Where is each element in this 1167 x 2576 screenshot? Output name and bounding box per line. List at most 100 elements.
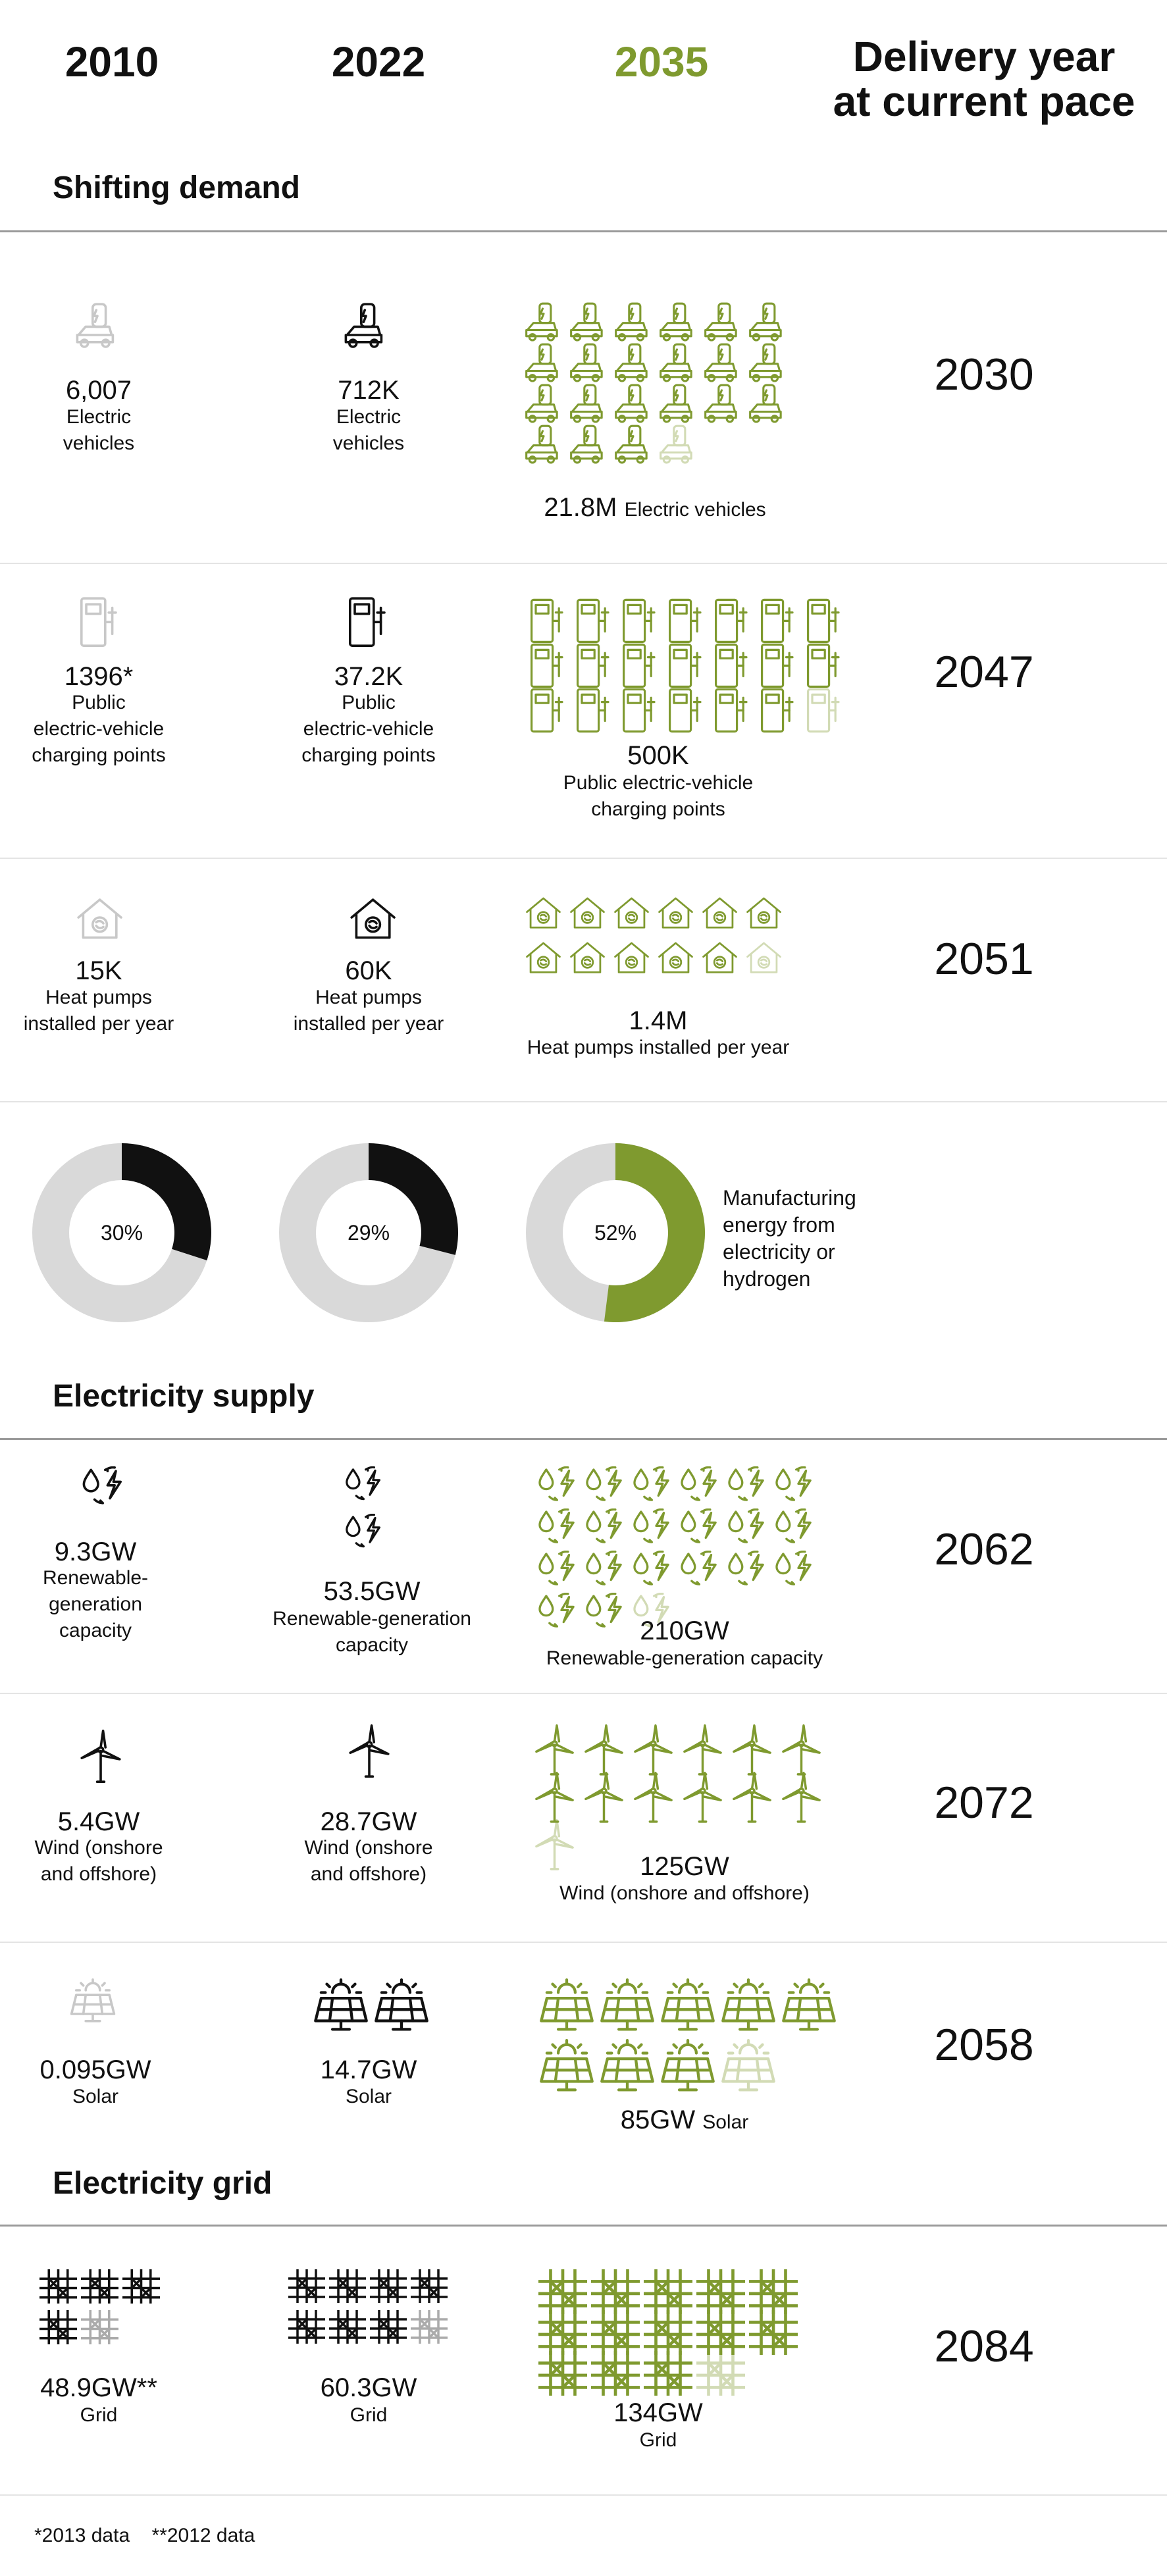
header-2010: 2010 — [65, 38, 159, 86]
wind-unit-icon — [729, 1772, 775, 1827]
ev-2010-label-l1: Electric — [66, 406, 132, 428]
solar-unit-icon — [660, 1978, 716, 2036]
charge-2022-label: Public electric-vehicle charging points — [270, 690, 467, 769]
charge-2035-label-l2: charging points — [591, 798, 725, 820]
house-unit-icon — [523, 939, 563, 978]
grid-unit-icon — [369, 2268, 408, 2306]
grid-unit-icon — [694, 2308, 747, 2358]
heat-2022-label: Heat pumps installed per year — [270, 985, 467, 1037]
grid-unit-icon — [287, 2268, 326, 2306]
charger-unit-icon — [756, 640, 798, 692]
manufacturing-label: Manufacturing energy from electricity or hy… — [723, 1185, 856, 1293]
grid-unit-icon — [589, 2267, 642, 2317]
renew-2010-value: 9.3GW — [54, 1537, 137, 1566]
header-delivery-line1: Delivery year — [852, 33, 1116, 80]
car-unit-icon — [702, 381, 743, 427]
renew-unit-icon — [773, 1550, 817, 1591]
heat-delivery-year: 2051 — [934, 934, 1034, 984]
solar-2010-label: Solar — [72, 2086, 119, 2107]
grid-unit-icon — [536, 2308, 589, 2358]
house-unit-icon — [700, 939, 740, 978]
grid-unit-icon — [409, 2268, 449, 2306]
renew-2022-label-l2: capacity — [335, 1634, 409, 1656]
row-divider — [0, 1101, 1167, 1102]
renew-unit-icon — [679, 1508, 722, 1549]
wind-2022-value: 28.7GW — [320, 1807, 417, 1836]
charge-delivery-year: 2047 — [934, 647, 1034, 697]
renew-unit-icon — [536, 1508, 580, 1549]
heat-2022-label-l1: Heat pumps — [315, 987, 422, 1008]
car-unit-icon — [568, 299, 609, 346]
header-2035: 2035 — [614, 38, 709, 86]
grid-unit-icon — [642, 2308, 694, 2358]
grid-unit-icon — [747, 2267, 800, 2317]
charge-2010-label-l2: electric-vehicle — [33, 718, 165, 740]
charger-unit-icon — [802, 596, 844, 648]
renew-unit-icon — [631, 1550, 675, 1591]
solar-delivery-year: 2058 — [934, 2020, 1034, 2070]
charge-2022-label-l2: electric-vehicle — [303, 718, 434, 740]
renew-unit-icon — [584, 1550, 627, 1591]
charge-2035-label: Public electric-vehicle charging points — [520, 770, 796, 823]
car-unit-icon — [613, 422, 654, 468]
grid-2010-label: Grid — [80, 2404, 118, 2426]
car-unit-icon — [658, 299, 698, 346]
wind-unit-icon — [680, 1724, 725, 1780]
charger-unit-icon — [756, 685, 798, 737]
charger-unit-icon — [617, 640, 660, 692]
charger-unit-icon — [525, 596, 567, 648]
solar-unit-icon — [720, 2039, 777, 2096]
renew-unit-icon — [726, 1508, 769, 1549]
renew-2022-value: 53.5GW — [323, 1577, 421, 1606]
header-2022: 2022 — [331, 38, 426, 86]
grid-unit-icon — [589, 2308, 642, 2358]
grid-2022-label: Grid — [350, 2404, 388, 2426]
car-unit-icon — [568, 340, 609, 386]
charger-unit-icon — [710, 596, 752, 648]
charger-unit-icon — [802, 640, 844, 692]
heat-pump-house-icon — [347, 894, 399, 944]
row-divider — [0, 2494, 1167, 2496]
charge-2022-label-l1: Public — [342, 692, 396, 713]
wind-unit-icon — [532, 1772, 577, 1827]
renew-delivery-year: 2062 — [934, 1524, 1034, 1574]
renew-2022-label-l1: Renewable-generation — [272, 1608, 471, 1630]
donut-2010-percent: 30% — [100, 1221, 143, 1245]
car-unit-icon — [523, 340, 564, 386]
charge-2010-label-l1: Public — [72, 692, 126, 713]
manufacturing-label-l1: Manufacturing — [723, 1186, 856, 1210]
ev-2035-number: 21.8M — [544, 493, 617, 522]
grid-unit-icon — [642, 2267, 694, 2317]
charge-2022-value: 37.2K — [334, 662, 403, 691]
house-unit-icon — [744, 939, 784, 978]
electric-car-icon — [342, 299, 390, 353]
house-unit-icon — [700, 894, 740, 933]
row-divider — [0, 1942, 1167, 1943]
heat-2010-value: 15K — [75, 956, 122, 985]
wind-turbine-icon — [77, 1730, 124, 1788]
charger-unit-icon — [617, 596, 660, 648]
grid-unit-icon — [328, 2268, 367, 2306]
wind-unit-icon — [581, 1772, 627, 1827]
car-unit-icon — [702, 340, 743, 386]
charger-unit-icon — [663, 685, 706, 737]
charge-2010-label: Public electric-vehicle charging points — [0, 690, 197, 769]
charger-unit-icon — [571, 685, 613, 737]
charge-2035-label-l1: Public electric-vehicle — [563, 772, 754, 794]
manufacturing-donut-2035 — [526, 1143, 705, 1322]
heat-pump-house-icon — [74, 894, 126, 944]
donut-2035-percent: 52% — [594, 1221, 637, 1245]
renew-2010-label-l2: capacity — [59, 1620, 132, 1641]
wind-2010-value: 5.4GW — [57, 1807, 140, 1836]
renew-unit-icon — [773, 1508, 817, 1549]
charger-unit-icon — [571, 640, 613, 692]
ev-2035-label: Electric vehicles — [624, 499, 766, 521]
charger-unit-icon — [710, 640, 752, 692]
house-unit-icon — [656, 939, 696, 978]
wind-unit-icon — [729, 1724, 775, 1780]
grid-unit-icon — [409, 2309, 449, 2347]
ev-2035-value: 21.8M Electric vehicles — [520, 492, 790, 525]
solar-unit-icon — [599, 1978, 656, 2036]
wind-2010-label-l2: and offshore) — [40, 1863, 157, 1885]
house-unit-icon — [611, 894, 652, 933]
